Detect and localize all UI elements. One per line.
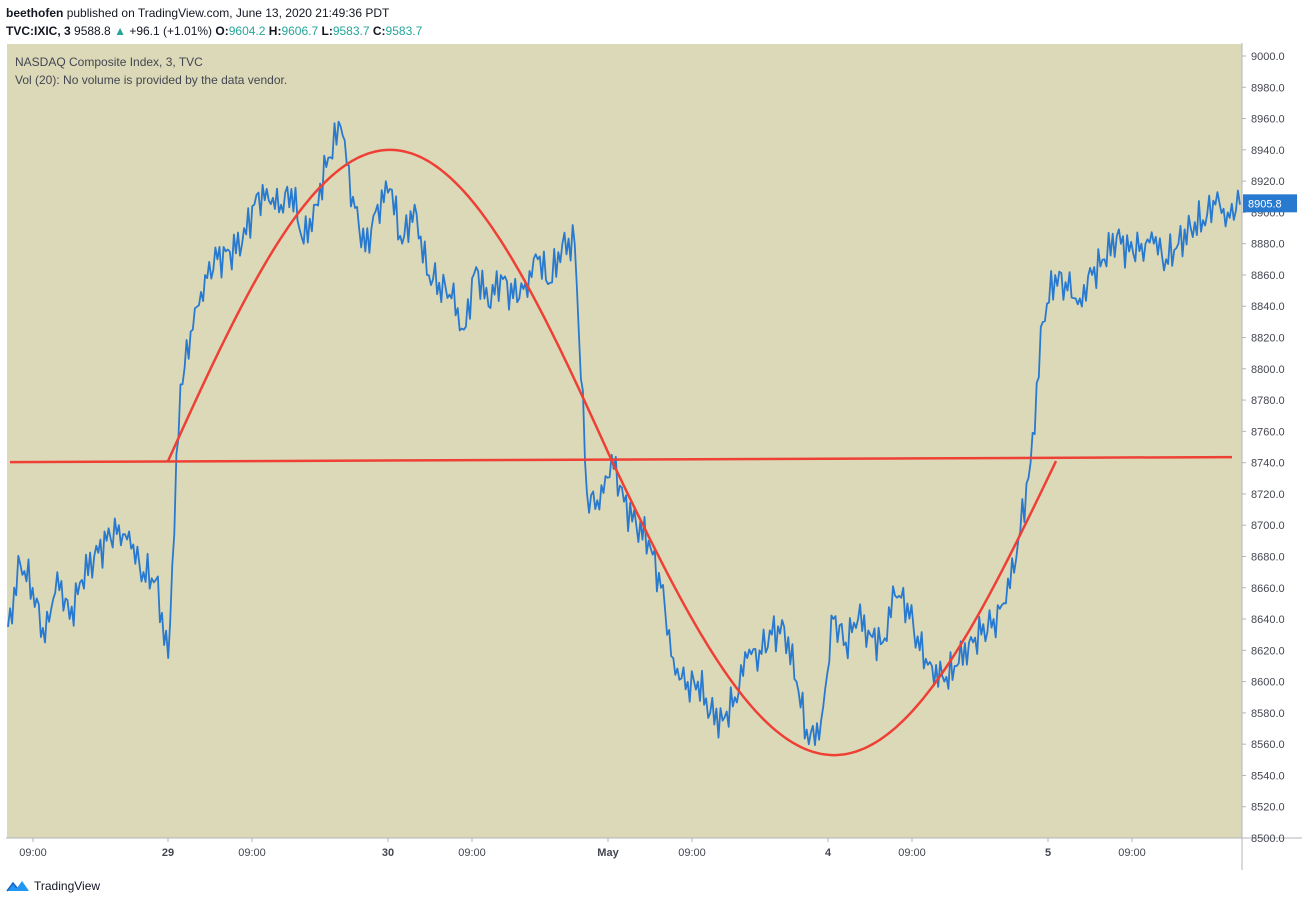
- high-value: 9606.7: [281, 24, 319, 38]
- y-tick-label: 8840.0: [1251, 301, 1285, 313]
- triangle-up-icon: ▲: [114, 24, 126, 38]
- author-name[interactable]: beethofen: [6, 6, 64, 20]
- open-label: O:: [215, 24, 229, 38]
- y-tick-label: 9000.0: [1251, 51, 1285, 63]
- x-tick-label: 09:00: [898, 847, 926, 859]
- current-price: 9588.8: [74, 24, 111, 38]
- price-series-line: [7, 120, 1241, 746]
- low-label: L:: [321, 24, 333, 38]
- low-value: 9583.7: [332, 24, 370, 38]
- brand-name: TradingView: [34, 879, 101, 893]
- price-chart[interactable]: 9000.08980.08960.08940.08920.08900.08880…: [6, 43, 1302, 870]
- tradingview-logo-icon: [6, 881, 29, 892]
- open-value: 9604.2: [228, 24, 266, 38]
- y-tick-label: 8780.0: [1251, 395, 1285, 407]
- y-tick-label: 8980.0: [1251, 82, 1285, 94]
- y-tick-label: 8580.0: [1251, 708, 1285, 720]
- y-tick-label: 8640.0: [1251, 614, 1285, 626]
- y-tick-label: 8740.0: [1251, 458, 1285, 470]
- x-tick-label: 30: [382, 847, 394, 859]
- y-tick-label: 8860.0: [1251, 270, 1285, 282]
- x-tick-label: May: [597, 847, 619, 859]
- price-change: +96.1 (+1.01%): [129, 24, 213, 38]
- x-tick-label: 5: [1045, 847, 1051, 859]
- chart-legend: NASDAQ Composite Index, 3, TVC Vol (20):…: [15, 53, 287, 89]
- x-tick-label: 29: [162, 847, 174, 859]
- y-tick-label: 8600.0: [1251, 677, 1285, 689]
- x-tick-label: 09:00: [458, 847, 486, 859]
- y-tick-label: 8660.0: [1251, 583, 1285, 595]
- y-tick-label: 8820.0: [1251, 333, 1285, 345]
- y-tick-label: 8560.0: [1251, 739, 1285, 751]
- y-tick-label: 8520.0: [1251, 802, 1285, 814]
- y-tick-label: 8500.0: [1251, 833, 1285, 845]
- y-tick-label: 8760.0: [1251, 426, 1285, 438]
- y-tick-label: 8620.0: [1251, 645, 1285, 657]
- y-tick-label: 8540.0: [1251, 770, 1285, 782]
- last-price-badge: [1243, 194, 1297, 213]
- y-tick-label: 8680.0: [1251, 551, 1285, 563]
- y-tick-label: 8960.0: [1251, 114, 1285, 126]
- legend-volume: Vol (20): No volume is provided by the d…: [15, 73, 288, 87]
- horizontal-level-line: [9, 455, 1233, 464]
- close-value: 9583.7: [385, 24, 423, 38]
- legend-title[interactable]: NASDAQ Composite Index, 3, TVC: [15, 55, 203, 69]
- x-tick-label: 09:00: [19, 847, 47, 859]
- published-info: published on TradingView.com, June 13, 2…: [66, 6, 390, 20]
- y-tick-label: 8920.0: [1251, 176, 1285, 188]
- close-label: C:: [372, 24, 386, 38]
- x-tick-label: 09:00: [1118, 847, 1146, 859]
- y-tick-label: 8700.0: [1251, 520, 1285, 532]
- y-tick-label: 8800.0: [1251, 364, 1285, 376]
- publish-header: beethofen published on TradingView.com, …: [6, 4, 422, 40]
- x-tick-label: 09:00: [238, 847, 266, 859]
- y-tick-label: 8880.0: [1251, 239, 1285, 251]
- high-label: H:: [268, 24, 282, 38]
- y-tick-label: 8720.0: [1251, 489, 1285, 501]
- sine-curve-annotation: [166, 148, 1058, 757]
- symbol-name: TVC:IXIC, 3: [6, 24, 71, 38]
- plot-background: [7, 44, 1242, 838]
- last-price-label: 8905.8: [1248, 198, 1282, 210]
- y-tick-label: 8940.0: [1251, 145, 1285, 157]
- footer-brand[interactable]: TradingView: [6, 879, 100, 893]
- x-tick-label: 4: [825, 847, 832, 859]
- x-tick-label: 09:00: [678, 847, 706, 859]
